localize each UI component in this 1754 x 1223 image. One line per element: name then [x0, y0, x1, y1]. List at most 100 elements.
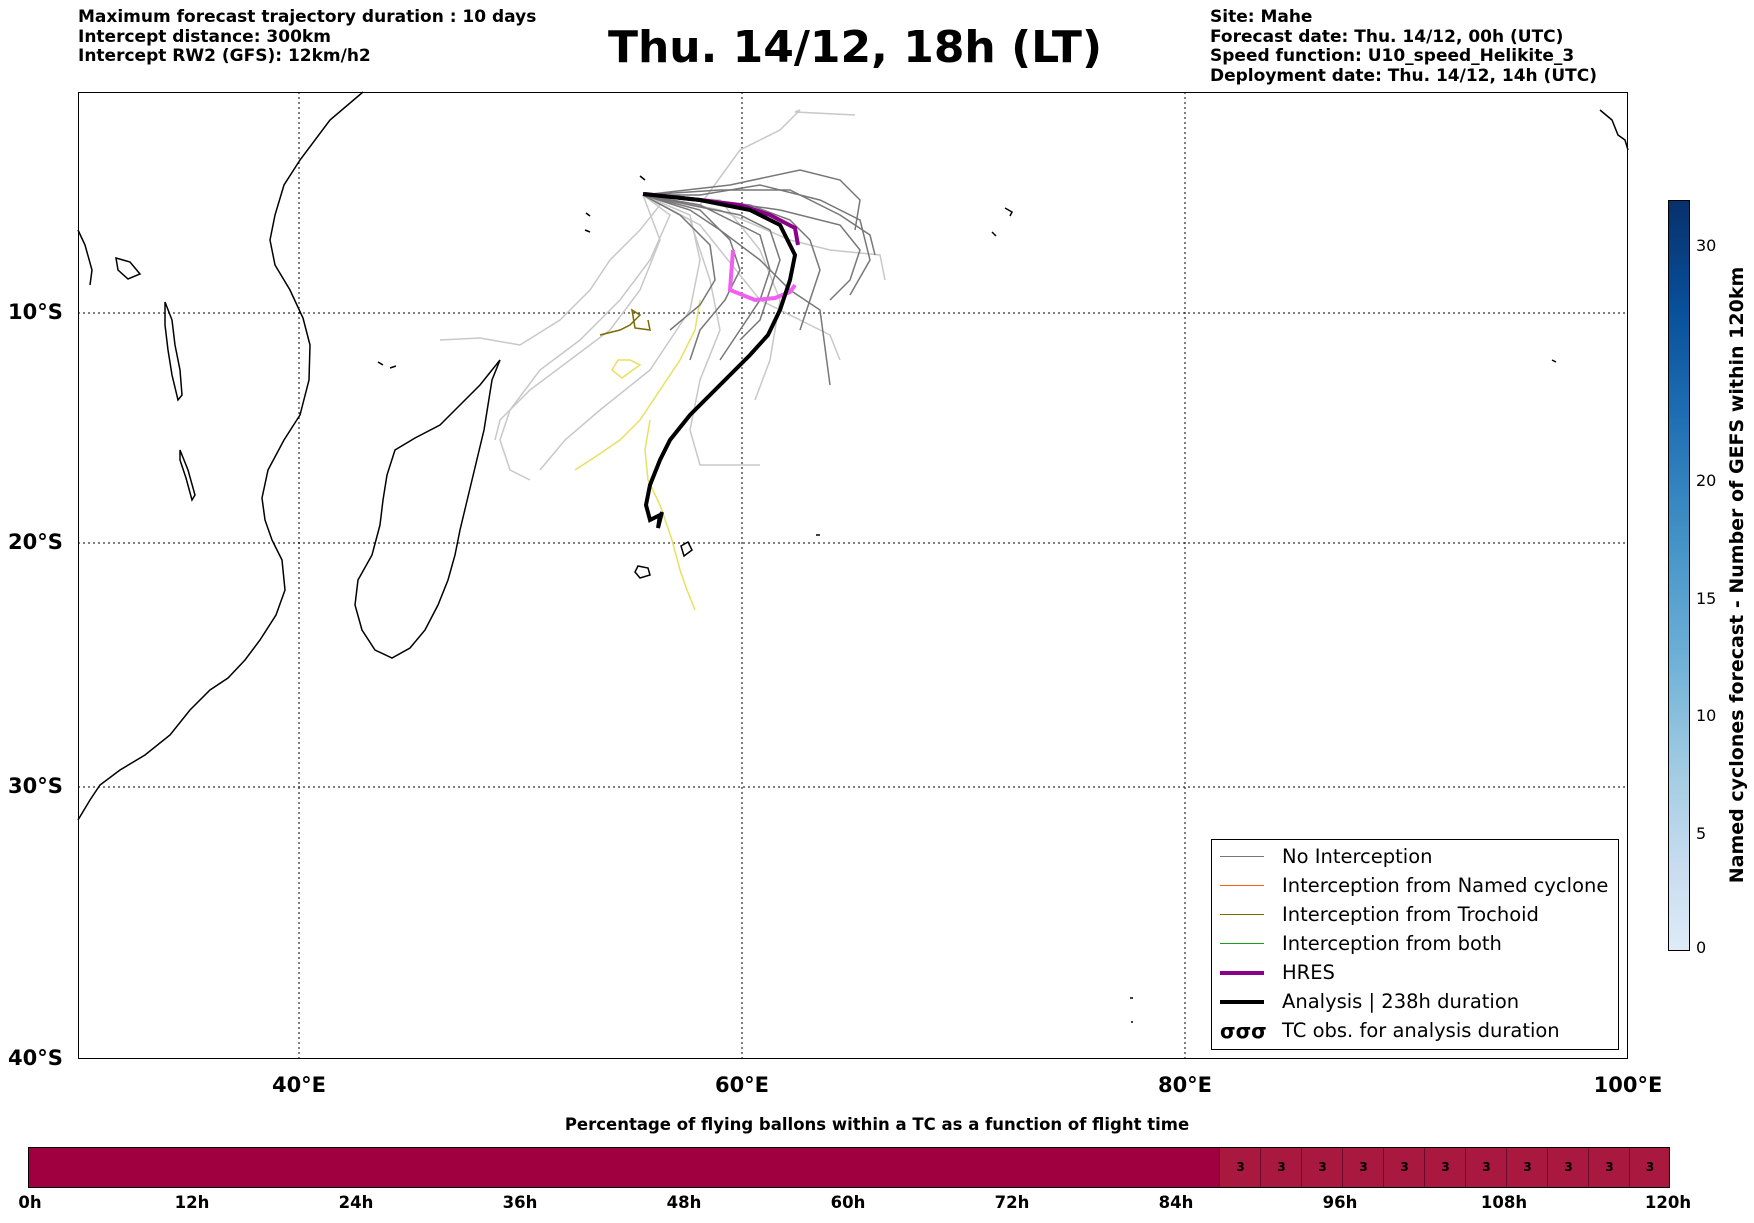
header-right-info: Site: Mahe Forecast date: Thu. 14/12, 00…	[1210, 7, 1597, 86]
legend-label: Interception from Trochoid	[1282, 903, 1539, 926]
track-dark	[642, 194, 771, 361]
legend-item-trochoid: Interception from Trochoid	[1220, 900, 1539, 929]
time-label: 120h	[1644, 1193, 1692, 1212]
legend-label: TC obs. for analysis duration	[1282, 1019, 1560, 1042]
legend-item-hres: HRES	[1220, 958, 1335, 987]
map-title: Thu. 14/12, 18h (LT)	[607, 22, 1103, 73]
coast-comoros	[377, 361, 397, 369]
coast-lake-victoria	[115, 256, 142, 280]
track-yellow	[574, 299, 701, 471]
percentage-cell: 3	[1465, 1148, 1507, 1187]
map-legend: No Interception Interception from Named …	[1211, 839, 1619, 1050]
legend-swatch-hres	[1220, 970, 1264, 975]
legend-label: HRES	[1282, 961, 1335, 984]
lon-label-60e: 60°E	[714, 1073, 770, 1097]
track-dark	[642, 194, 781, 341]
legend-item-no-interception: No Interception	[1220, 842, 1433, 871]
lat-label-30s: 30°S	[8, 774, 63, 798]
coast-chagos	[991, 207, 1013, 237]
coast-madagascar	[354, 359, 501, 659]
percentage-cell: 3	[1424, 1148, 1466, 1187]
legend-swatch-named-cyclone	[1220, 885, 1264, 886]
track-light	[539, 194, 701, 471]
coast-reunion	[634, 565, 651, 579]
trochoid-tracks	[599, 308, 651, 336]
track-light	[642, 194, 781, 401]
no-interception-tracks	[642, 169, 876, 386]
time-label: 96h	[1322, 1193, 1358, 1212]
header-right-line: Site: Mahe	[1210, 7, 1313, 27]
coast-sumatra-tip	[1599, 109, 1629, 151]
header-left-info: Maximum forecast trajectory duration : 1…	[78, 7, 537, 67]
time-label: 0h	[18, 1193, 42, 1212]
time-label: 72h	[994, 1193, 1030, 1212]
coast-africa-horn	[77, 229, 93, 286]
lat-label-40s: 40°S	[8, 1046, 63, 1070]
legend-swatch-both	[1220, 943, 1264, 944]
legend-swatch-analysis	[1220, 999, 1264, 1004]
percentage-cell: 3	[1506, 1148, 1548, 1187]
header-right-line: Forecast date: Thu. 14/12, 00h (UTC)	[1210, 26, 1564, 47]
lon-label-40e: 40°E	[271, 1073, 327, 1097]
time-label: 12h	[174, 1193, 210, 1212]
header-left-line: Maximum forecast trajectory duration : 1…	[78, 7, 537, 27]
track-dark	[642, 194, 716, 331]
legend-item-tc-obs: σσσ TC obs. for analysis duration	[1220, 1016, 1560, 1045]
track-light	[439, 194, 662, 346]
coast-christmas	[1551, 359, 1557, 363]
percentage-cell: 3	[1219, 1148, 1261, 1187]
cyclone-count-colorbar	[1668, 200, 1690, 951]
time-label: 60h	[830, 1193, 866, 1212]
coastlines	[77, 91, 1629, 1023]
legend-label: Interception from Named cyclone	[1282, 874, 1609, 897]
colorbar-tick: 15	[1696, 589, 1717, 608]
coast-seychelles-small	[584, 175, 646, 233]
legend-swatch-trochoid	[1220, 914, 1264, 915]
track-dark	[642, 169, 861, 231]
percentage-cell: 3	[1547, 1148, 1589, 1187]
time-label: 84h	[1158, 1193, 1194, 1212]
yellow-tracks	[574, 299, 701, 611]
hres-track-light	[727, 249, 797, 303]
percentage-cell: 3	[1301, 1148, 1343, 1187]
coast-amsterdam-island	[1130, 997, 1133, 1023]
coast-mauritius	[680, 540, 693, 558]
colorbar-label: Named cyclones forecast - Number of GEFS…	[1726, 266, 1748, 884]
percentage-bar: 3 3 3 3 3 3 3 3 3 3 3	[28, 1147, 1670, 1188]
header-right-line: Deployment date: Thu. 14/12, 14h (UTC)	[1210, 65, 1597, 86]
legend-item-analysis: Analysis | 238h duration	[1220, 987, 1519, 1016]
legend-item-named-cyclone: Interception from Named cyclone	[1220, 871, 1608, 900]
track-light	[494, 194, 661, 441]
track-dark	[642, 189, 876, 256]
track-dark	[643, 184, 871, 296]
track-yellow	[611, 359, 642, 379]
percentage-cell: 3	[1383, 1148, 1425, 1187]
lat-label-20s: 20°S	[8, 530, 63, 554]
track-light	[642, 194, 886, 281]
track-dark	[642, 194, 741, 361]
colorbar-tick: 0	[1696, 938, 1707, 957]
legend-label: Interception from both	[1282, 932, 1502, 955]
percentage-cell: 3	[1260, 1148, 1302, 1187]
percentage-cell: 3	[1588, 1148, 1630, 1187]
percentage-bar-title: Percentage of flying ballons within a TC…	[564, 1115, 1190, 1134]
track-light	[499, 194, 671, 481]
track-dark	[642, 194, 831, 386]
colorbar-tick: 30	[1696, 236, 1717, 255]
coast-africa	[77, 91, 364, 821]
analysis-track	[642, 192, 798, 529]
no-interception-light-tracks	[439, 109, 886, 481]
track-trochoid	[599, 308, 651, 336]
legend-label: No Interception	[1282, 845, 1433, 868]
colorbar-tick: 5	[1696, 824, 1707, 843]
track-light	[642, 194, 760, 466]
colorbar-tick: 20	[1696, 471, 1717, 490]
colorbar-tick: 10	[1696, 706, 1717, 725]
header-right-line: Speed function: U10_speed_Helikite_3	[1210, 46, 1575, 66]
percentage-cell: 3	[1342, 1148, 1384, 1187]
coast-lake-tanganyika	[164, 301, 183, 402]
header-left-line: Intercept RW2 (GFS): 12km/h2	[78, 46, 371, 66]
coast-lake-malawi	[179, 449, 196, 502]
lon-label-100e: 100°E	[1593, 1073, 1663, 1097]
lat-label-10s: 10°S	[8, 300, 63, 324]
